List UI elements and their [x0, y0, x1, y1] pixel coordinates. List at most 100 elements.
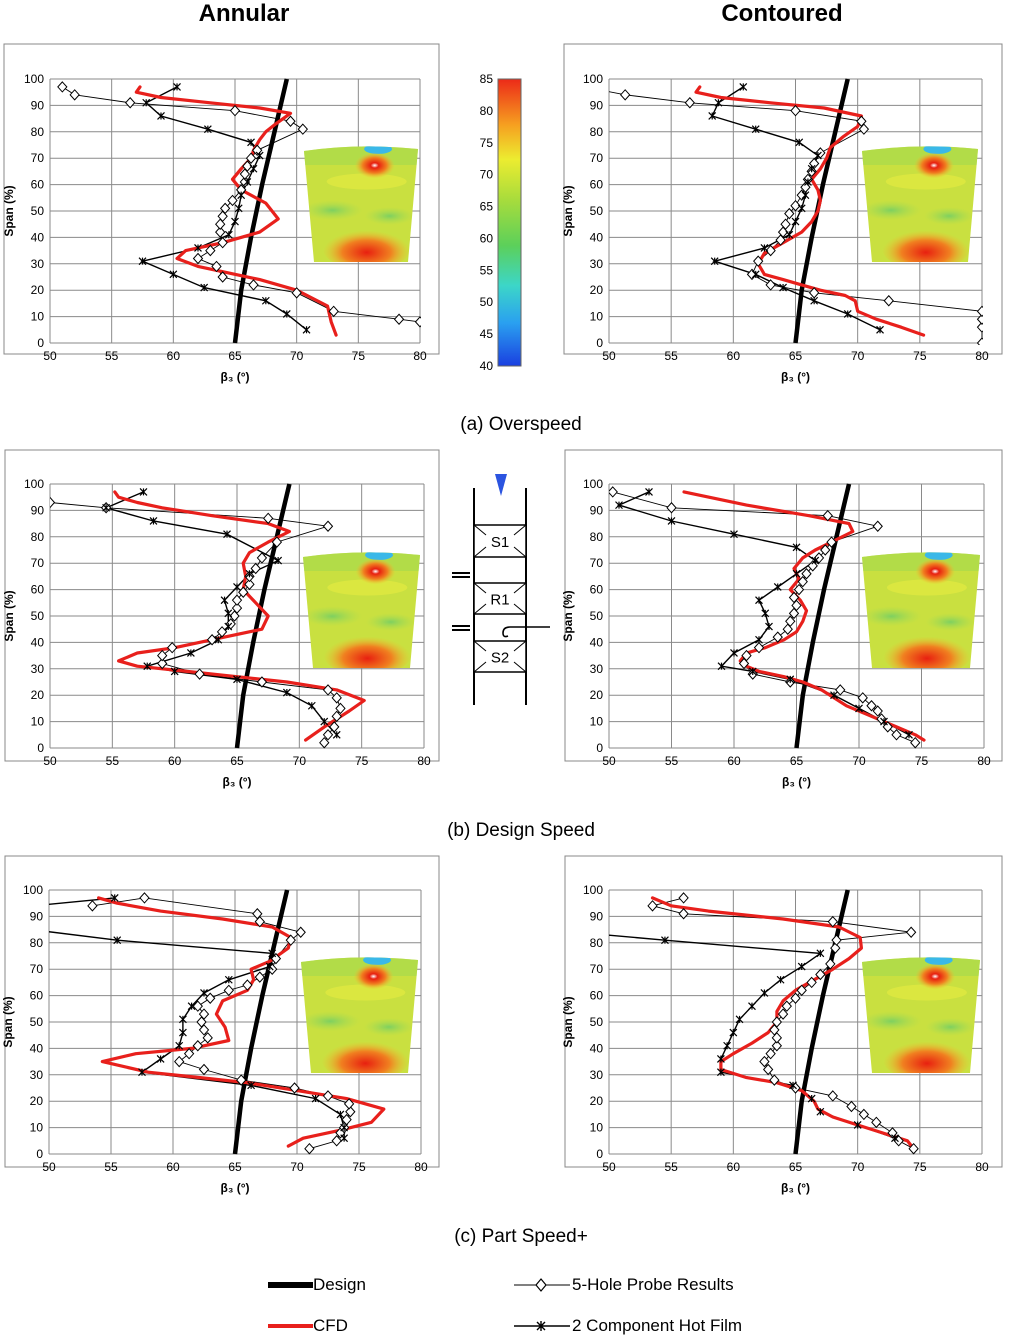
probe-point	[198, 1008, 210, 1020]
probe-point	[777, 1008, 789, 1020]
hotfilm-point	[169, 270, 178, 279]
y-tick-label: 50	[30, 1015, 44, 1029]
y-tick-label: 10	[30, 1121, 44, 1135]
probe-point	[198, 1063, 210, 1076]
probe-point	[788, 591, 800, 604]
colorbar-tick-label: 45	[480, 327, 494, 341]
series-cfd-line	[650, 896, 916, 1151]
hotfilm-point	[265, 962, 274, 971]
probe-point	[905, 926, 917, 938]
probe-point	[619, 89, 631, 101]
y-tick-label: 80	[30, 936, 44, 950]
y-tick-label: 70	[590, 151, 604, 165]
colorbar: 40 45 50 55 60 65 70 75 80 85	[480, 72, 522, 373]
hotfilm-point	[231, 217, 239, 226]
probe-point	[826, 536, 837, 548]
x-tick-label: 55	[664, 1160, 678, 1174]
probe-point	[830, 942, 841, 954]
hotfilm-point	[730, 649, 738, 657]
x-tick-label: 50	[602, 349, 616, 363]
probe-point	[882, 721, 893, 733]
y-tick-label: 100	[24, 477, 44, 491]
probe-point	[765, 1047, 776, 1060]
probe-point	[245, 152, 257, 164]
hotfilm-point	[791, 217, 800, 226]
x-axis-label: β₃ (°)	[781, 1181, 810, 1195]
hotfilm-point	[855, 704, 863, 713]
probe-point	[254, 971, 265, 983]
colorbar-tick-label: 75	[480, 136, 494, 150]
probe-point	[328, 305, 339, 318]
probe-point	[139, 892, 150, 904]
y-tick-label: 20	[590, 1094, 604, 1108]
probe-point	[647, 900, 658, 912]
header-annular: Annular	[198, 0, 290, 27]
probe-point	[192, 252, 204, 265]
probe-point	[790, 992, 801, 1004]
x-tick-label: 50	[602, 754, 616, 768]
series-layer	[609, 483, 926, 749]
x-tick-label: 55	[105, 349, 119, 363]
probe-point	[295, 926, 306, 938]
hotfilm-point	[661, 936, 669, 945]
y-tick-label: 50	[590, 609, 604, 623]
probe-point	[69, 89, 80, 101]
probe-point	[157, 649, 168, 662]
stator-1-box: S1	[473, 524, 527, 558]
blade-diagonal	[473, 661, 487, 673]
hotfilm-point	[110, 893, 119, 902]
legend-label-hotfilm: 2 Component Hot Film	[572, 1316, 743, 1335]
hotfilm-point	[224, 975, 233, 984]
probe-point	[322, 684, 334, 696]
y-tick-label: 70	[31, 151, 45, 165]
series-cfd-line	[96, 896, 386, 1148]
probe-point	[183, 1047, 195, 1060]
probe-point	[780, 218, 791, 230]
y-tick-label: 60	[30, 989, 44, 1003]
y-tick-label: 0	[596, 336, 603, 350]
probe-point	[857, 692, 868, 704]
probe-point	[759, 1055, 770, 1068]
hotfilm-point	[302, 325, 311, 334]
hotfilm-point	[249, 164, 258, 173]
caption-design-speed: (b) Design Speed	[447, 820, 595, 841]
hotfilm-point	[843, 310, 852, 318]
hotfilm-point	[789, 1081, 797, 1090]
y-tick-label: 50	[31, 204, 45, 218]
x-tick-label: 65	[789, 349, 803, 363]
probe-point	[248, 279, 259, 291]
contour-thumbnail-6	[862, 957, 980, 1073]
y-tick-label: 90	[31, 98, 45, 112]
hotfilm-point	[708, 112, 717, 120]
colorbar-gradient	[497, 78, 522, 367]
hotfilm-point	[807, 164, 816, 173]
probe-point	[57, 81, 68, 93]
x-tick-label: 60	[727, 1160, 741, 1174]
probe-point	[227, 194, 238, 207]
blade-row-rect	[473, 582, 527, 615]
y-tick-label: 50	[31, 609, 45, 623]
y-tick-label: 0	[36, 1147, 43, 1161]
x-tick-label: 75	[915, 754, 929, 768]
probe-point	[291, 287, 302, 299]
hotfilm-point	[810, 296, 819, 305]
hotfilm-point	[282, 688, 291, 697]
y-tick-label: 100	[24, 72, 44, 86]
probe-point	[741, 649, 752, 662]
probe-point	[797, 575, 808, 588]
hotfilm-point	[178, 1028, 187, 1037]
hotfilm-point	[645, 487, 653, 496]
y-axis-label: Span (%)	[561, 185, 575, 236]
hotfilm-point	[340, 1134, 349, 1143]
hotfilm-point	[340, 1123, 349, 1132]
probe-point	[753, 641, 765, 654]
probe-point	[771, 1040, 783, 1052]
hotfilm-point	[170, 667, 179, 676]
x-tick-label: 75	[913, 349, 927, 363]
y-tick-label: 0	[37, 336, 44, 350]
probe-point	[684, 97, 695, 109]
probe-point	[976, 337, 983, 345]
y-tick-label: 40	[31, 635, 45, 649]
x-tick-label: 55	[106, 754, 120, 768]
colorbar-tick-label: 55	[480, 263, 494, 277]
